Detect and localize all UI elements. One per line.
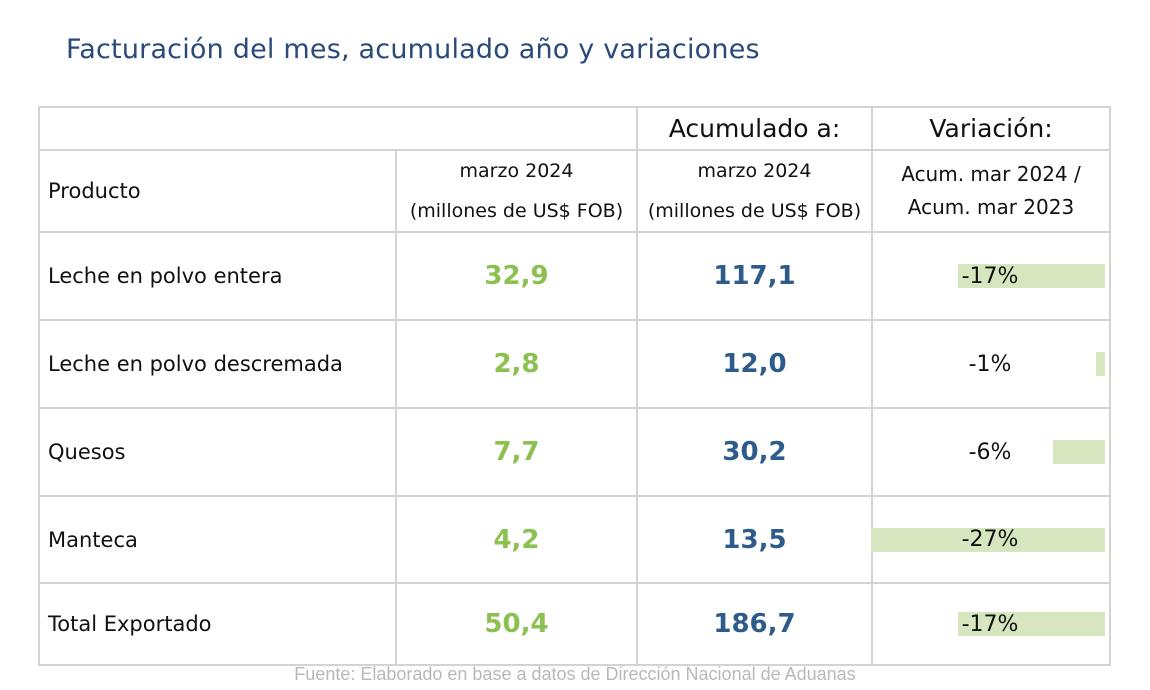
row-divider-4: [40, 582, 1109, 584]
variation-value: -17%: [961, 611, 1019, 637]
header-month: marzo 2024 (millones de US$ FOB): [410, 151, 623, 231]
col-divider-3: [871, 108, 873, 664]
header-acumulado: Acumulado a:: [668, 114, 841, 143]
acum-value: 13,5: [722, 524, 787, 555]
variation-bar: [958, 264, 1105, 288]
month-value: 7,7: [493, 437, 540, 467]
variation-value: -6%: [968, 439, 1012, 465]
variation-bar: [1053, 440, 1105, 464]
row-divider-2: [40, 407, 1109, 409]
variation-value: -1%: [968, 351, 1012, 377]
variation-bar: [958, 612, 1105, 636]
header-acum: marzo 2024 (millones de US$ FOB): [648, 151, 861, 231]
acum-value: 117,1: [713, 261, 796, 291]
header-acum-line1: marzo 2024: [697, 160, 812, 182]
product-name: Manteca: [48, 527, 138, 552]
acum-value: 30,2: [722, 437, 787, 467]
product-name: Quesos: [48, 440, 126, 464]
header-variacion: Variación:: [929, 114, 1053, 143]
header-divider-bottom: [40, 231, 1109, 233]
header-divider-top: [40, 149, 1109, 151]
header-var: Acum. mar 2024 / Acum. mar 2023: [901, 158, 1081, 224]
month-value: 2,8: [493, 349, 540, 379]
header-var-line1: Acum. mar 2024 /: [901, 162, 1081, 186]
row-divider-3: [40, 495, 1109, 497]
col-divider-2: [636, 108, 638, 664]
col-divider-1: [395, 149, 397, 664]
header-var-line2: Acum. mar 2023: [907, 195, 1075, 219]
product-name: Leche en polvo entera: [48, 264, 283, 288]
month-value: 50,4: [484, 609, 549, 639]
variation-bar: [871, 528, 1105, 552]
page-title: Facturación del mes, acumulado año y var…: [66, 34, 760, 65]
variation-value: -27%: [961, 527, 1019, 552]
header-month-line2: (millones de US$ FOB): [409, 200, 624, 222]
month-value: 32,9: [484, 261, 549, 291]
header-month-line1: marzo 2024: [459, 160, 574, 182]
product-name: Leche en polvo descremada: [48, 352, 343, 376]
variation-value: -17%: [961, 263, 1019, 289]
variation-bar: [1096, 352, 1105, 376]
billing-table: Acumulado a: Variación: Producto marzo 2…: [38, 106, 1111, 666]
month-value: 4,2: [493, 524, 540, 555]
source-note: Fuente: Elaborado en base a datos de Dir…: [294, 664, 856, 684]
acum-value: 12,0: [722, 349, 787, 379]
product-name: Total Exportado: [48, 612, 212, 636]
header-producto: Producto: [48, 179, 141, 203]
row-divider-1: [40, 319, 1109, 321]
acum-value: 186,7: [713, 609, 796, 639]
header-acum-line2: (millones de US$ FOB): [647, 200, 862, 222]
